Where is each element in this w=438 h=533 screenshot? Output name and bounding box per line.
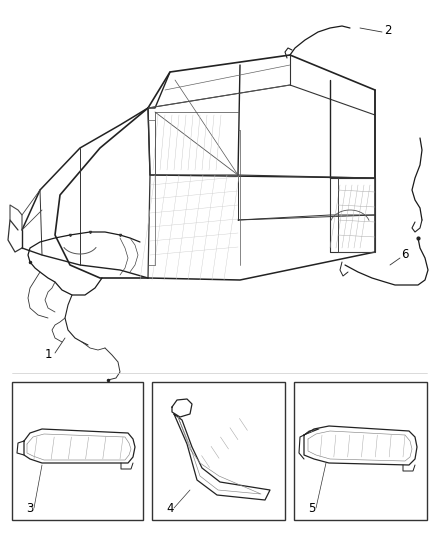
- Bar: [12, 382, 143, 520]
- Text: 4: 4: [166, 502, 174, 514]
- Text: 6: 6: [401, 248, 409, 262]
- Text: 2: 2: [384, 23, 392, 36]
- Text: 3: 3: [26, 502, 34, 514]
- Text: 1: 1: [44, 349, 52, 361]
- Bar: [152, 382, 285, 520]
- Bar: [294, 382, 427, 520]
- Text: 5: 5: [308, 502, 316, 514]
